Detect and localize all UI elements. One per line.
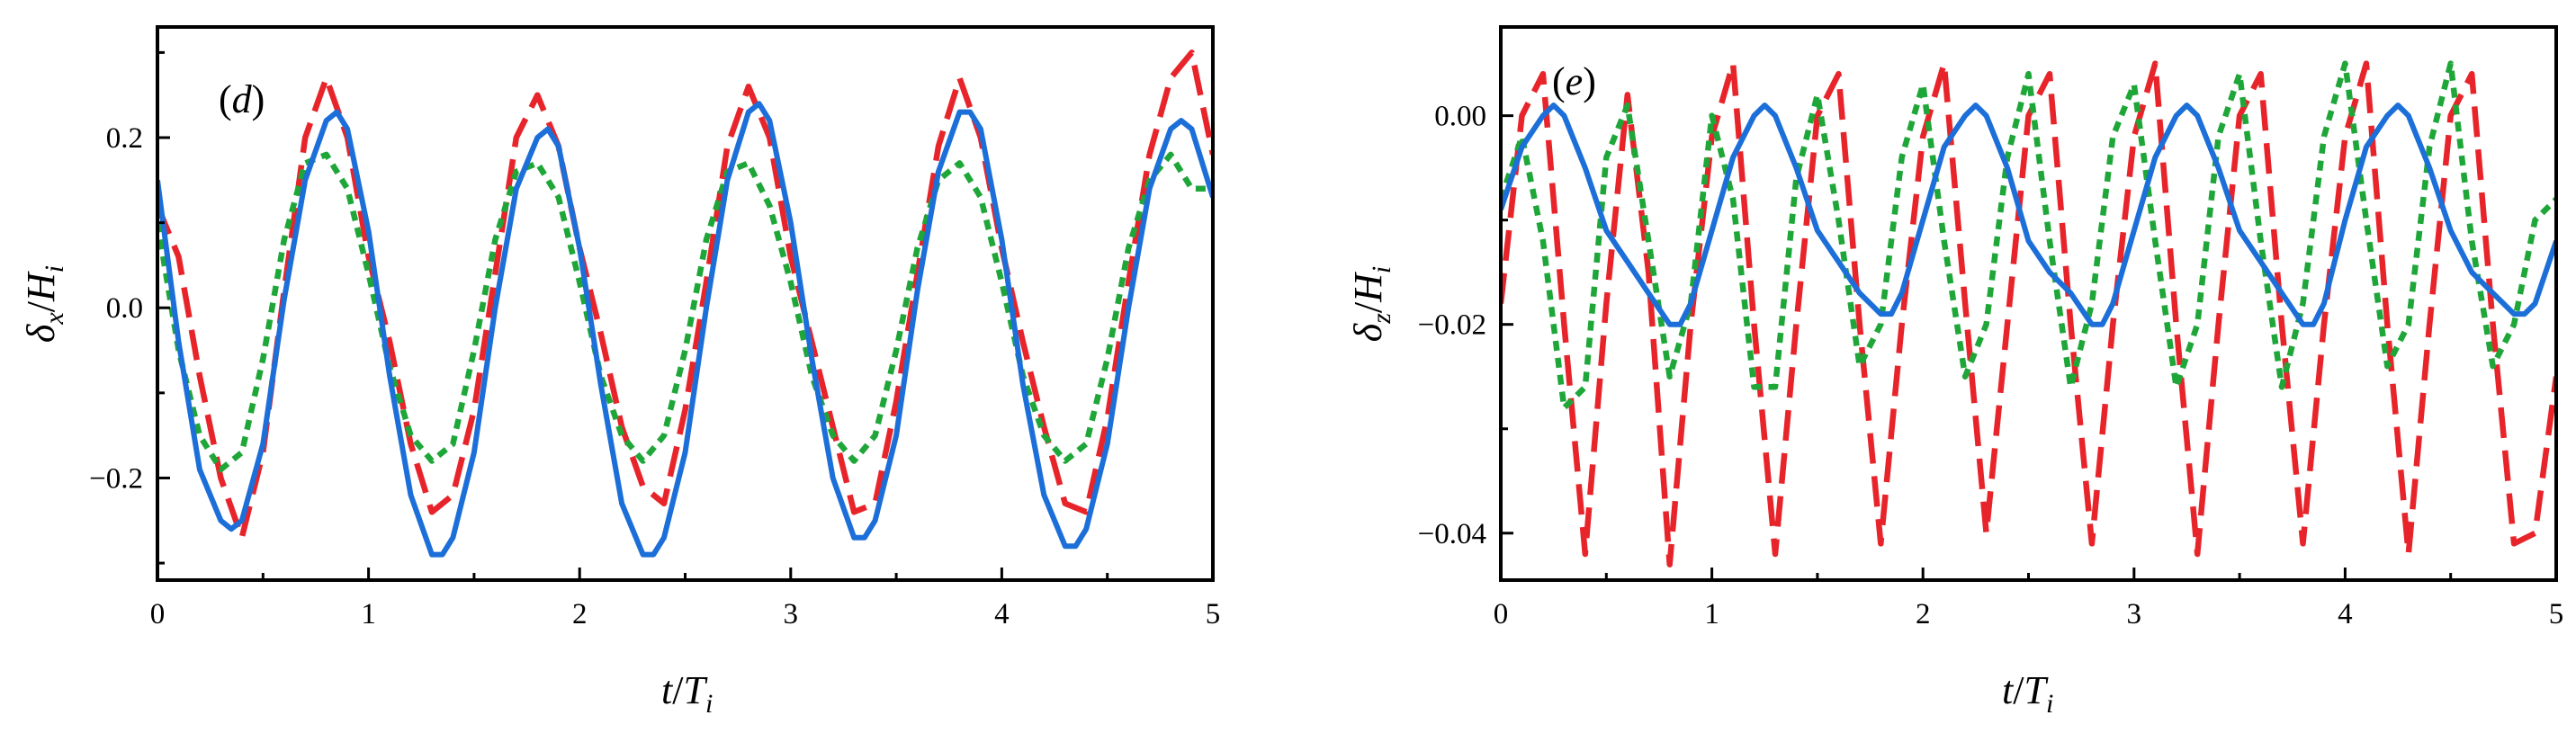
x-label-var-d: T <box>683 668 708 712</box>
y-label-sub1-d: x <box>40 312 69 326</box>
y-label-sub1-e: z <box>1367 313 1396 325</box>
x-label-sep-d: / <box>672 668 684 712</box>
x-tick-label-d-3: 3 <box>784 598 799 630</box>
panel-letter-e: e <box>1566 59 1584 103</box>
y-tick-label-d-1: 0.0 <box>106 292 143 325</box>
y-label-sep-e: / <box>1346 301 1390 313</box>
x-tick-label-d-0: 0 <box>150 598 166 630</box>
x-tick-label-e-5: 5 <box>2549 598 2564 630</box>
x-tick-label-e-4: 4 <box>2338 598 2353 630</box>
y-tick-label-e-1: −0.02 <box>1418 309 1486 342</box>
x-label-main-e: t <box>2002 668 2015 712</box>
y-label-var-e: H <box>1346 272 1390 303</box>
y-label-sub2-e: i <box>1367 266 1396 273</box>
x-label-sub-e: i <box>2046 689 2053 719</box>
x-tick-label-e-1: 1 <box>1704 598 1719 630</box>
panel-label-d: (d) <box>219 77 265 121</box>
y-label-main-e: δ <box>1346 322 1390 342</box>
y-axis-label-e: δz/Hi <box>1346 266 1396 343</box>
panel-label-e: (e) <box>1552 59 1596 103</box>
y-tick-label-e-2: 0.00 <box>1434 101 1486 133</box>
x-tick-label-d-2: 2 <box>572 598 588 630</box>
y-label-sub2-d: i <box>40 265 69 273</box>
y-tick-label-e-0: −0.04 <box>1418 518 1486 550</box>
x-label-main-d: t <box>661 668 674 712</box>
y-label-var-d: H <box>19 271 63 302</box>
x-tick-label-e-0: 0 <box>1494 598 1509 630</box>
chart-panel-d: 0 1 2 3 4 5−0.20.00.2 (d) t/Ti δx/Hi <box>19 25 1221 719</box>
y-label-sep-d: / <box>19 300 63 312</box>
x-axis-label-e: t/Ti <box>2002 668 2053 719</box>
series-layer-d <box>157 49 1213 558</box>
x-tick-label-e-2: 2 <box>1916 598 1931 630</box>
x-tick-label-e-3: 3 <box>2127 598 2142 630</box>
series-dashed-red-d <box>157 49 1213 541</box>
series-dotted-green-d <box>157 151 1213 473</box>
x-tick-label-d-4: 4 <box>994 598 1010 630</box>
y-tick-label-d-2: 0.2 <box>106 122 143 155</box>
series-layer-e <box>1501 60 2556 568</box>
x-tick-label-d-1: 1 <box>361 598 376 630</box>
x-label-sub-d: i <box>705 689 713 719</box>
series-dotted-green-e <box>1501 60 2556 411</box>
ticks-layer-d: 0 1 2 3 4 5 −0.2 0.0 0.2 <box>89 50 1221 630</box>
x-label-var-e: T <box>2024 668 2049 712</box>
y-axis-label-d: δx/Hi <box>19 265 69 343</box>
panel-letter-d: d <box>232 77 253 121</box>
x-tick-label-d-5: 5 <box>1206 598 1221 630</box>
ticks-layer-e: 0 1 2 3 4 5 −0.04 −0.02 0.00 <box>1418 101 2564 630</box>
series-dashed-red-e <box>1501 60 2556 568</box>
series-solid-blue-e <box>1501 103 2556 327</box>
chart-panel-e: 0 1 2 3 4 5−0.04−0.020.00 (e) t/Ti δz/Hi <box>1346 25 2564 719</box>
x-label-sep-e: / <box>2013 668 2024 712</box>
y-label-main-d: δ <box>19 323 63 343</box>
y-tick-label-d-0: −0.2 <box>89 462 143 495</box>
x-axis-label-d: t/Ti <box>661 668 713 719</box>
series-solid-blue-d <box>157 101 1213 558</box>
